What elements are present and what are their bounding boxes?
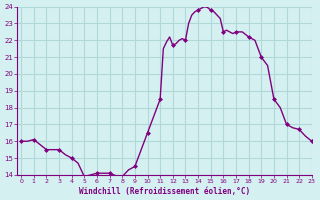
X-axis label: Windchill (Refroidissement éolien,°C): Windchill (Refroidissement éolien,°C) bbox=[79, 187, 250, 196]
